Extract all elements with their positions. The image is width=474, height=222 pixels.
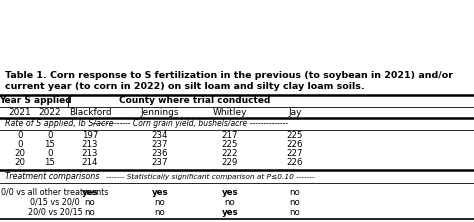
Text: yes: yes (82, 188, 98, 196)
Text: Rate of S applied, lb S/acre: Rate of S applied, lb S/acre (5, 119, 113, 128)
Text: 236: 236 (152, 149, 168, 158)
Text: County where trial conducted: County where trial conducted (119, 96, 271, 105)
Text: 197: 197 (82, 131, 98, 140)
Text: yes: yes (152, 188, 168, 196)
Text: 234: 234 (152, 131, 168, 140)
Text: Jennings: Jennings (141, 107, 179, 117)
Text: no: no (290, 188, 301, 196)
Text: Treatment comparisons: Treatment comparisons (5, 172, 100, 181)
Text: no: no (85, 208, 95, 216)
Text: 237: 237 (152, 140, 168, 149)
Text: 0/0 vs all other treatments: 0/0 vs all other treatments (1, 188, 109, 196)
Text: 2021: 2021 (9, 107, 31, 117)
Text: Year S applied: Year S applied (0, 96, 71, 105)
Text: no: no (290, 208, 301, 216)
Text: 20: 20 (15, 158, 26, 167)
Text: 213: 213 (82, 140, 98, 149)
Text: 15: 15 (45, 140, 55, 149)
Text: no: no (290, 198, 301, 206)
Text: Whitley: Whitley (213, 107, 247, 117)
Text: 0: 0 (17, 140, 23, 149)
Text: Jay: Jay (288, 107, 302, 117)
Text: no: no (85, 198, 95, 206)
Text: 0: 0 (47, 149, 53, 158)
Text: -------------- Corn grain yield, bushels/acre --------------: -------------- Corn grain yield, bushels… (92, 119, 288, 128)
Text: 222: 222 (222, 149, 238, 158)
Text: 226: 226 (287, 140, 303, 149)
Text: Table 1. Corn response to S fertilization in the previous (to soybean in 2021) a: Table 1. Corn response to S fertilizatio… (5, 71, 453, 79)
Text: yes: yes (222, 208, 238, 216)
Text: 213: 213 (82, 149, 98, 158)
Text: no: no (155, 208, 165, 216)
Text: 20: 20 (15, 149, 26, 158)
Text: 214: 214 (82, 158, 98, 167)
Text: 217: 217 (222, 131, 238, 140)
Text: current year (to corn in 2022) on silt loam and silty clay loam soils.: current year (to corn in 2022) on silt l… (5, 82, 365, 91)
Text: 0/15 vs 20/0: 0/15 vs 20/0 (30, 198, 80, 206)
Text: 15: 15 (45, 158, 55, 167)
Text: 225: 225 (287, 131, 303, 140)
Text: 20/0 vs 20/15: 20/0 vs 20/15 (27, 208, 82, 216)
Text: yes: yes (222, 188, 238, 196)
Text: 0: 0 (47, 131, 53, 140)
Text: no: no (155, 198, 165, 206)
Text: 227: 227 (287, 149, 303, 158)
Text: ------- Statistically significant comparison at P≤0.10 -------: ------- Statistically significant compar… (106, 173, 314, 180)
Text: 226: 226 (287, 158, 303, 167)
Text: 229: 229 (222, 158, 238, 167)
Text: 225: 225 (222, 140, 238, 149)
Text: 237: 237 (152, 158, 168, 167)
Text: 2022: 2022 (39, 107, 61, 117)
Text: Blackford: Blackford (69, 107, 111, 117)
Text: 0: 0 (17, 131, 23, 140)
Text: no: no (225, 198, 236, 206)
